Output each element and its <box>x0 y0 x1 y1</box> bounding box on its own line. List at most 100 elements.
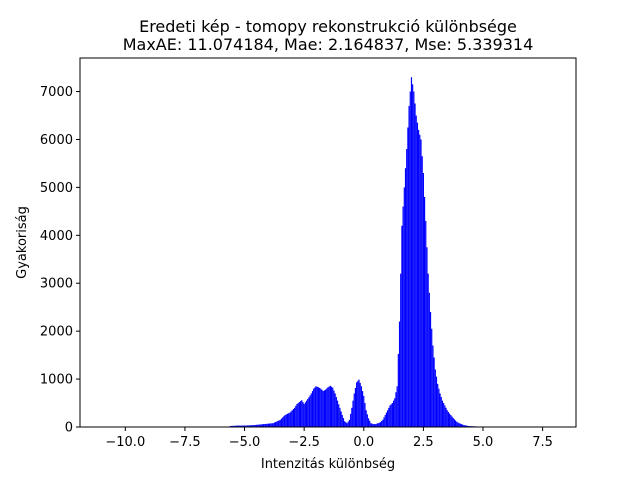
histogram-bar <box>432 345 434 427</box>
histogram-bar <box>406 149 408 428</box>
histogram-bar <box>242 425 244 427</box>
histogram-bar <box>352 400 354 427</box>
histogram-bar <box>391 403 393 427</box>
histogram-bar <box>334 393 336 427</box>
histogram-bar <box>429 311 432 427</box>
y-tick-label: 1000 <box>40 373 73 388</box>
histogram-bar <box>321 389 323 427</box>
histogram-bar <box>370 423 372 427</box>
histogram-bar <box>372 424 374 427</box>
histogram-bar <box>394 398 396 427</box>
histogram-bar <box>359 382 361 427</box>
histogram-bar <box>261 424 264 427</box>
histogram-bar <box>427 273 429 427</box>
x-tick-label: 2.5 <box>413 435 434 450</box>
y-tick-label: 0 <box>65 421 73 436</box>
histogram-bar <box>422 173 424 427</box>
histogram-bar <box>425 220 427 427</box>
histogram-bar <box>310 393 312 427</box>
histogram-bar <box>259 424 261 427</box>
histogram-bar <box>373 424 376 427</box>
histogram-bar <box>235 425 237 427</box>
histogram-bar <box>301 400 303 427</box>
histogram-bar <box>459 423 461 427</box>
histogram-bar <box>371 423 373 427</box>
histogram-bar <box>314 387 316 427</box>
histogram-bar <box>350 413 352 427</box>
histogram-bar <box>414 103 416 427</box>
histogram-bar <box>428 292 430 427</box>
histogram-bar <box>316 386 318 427</box>
histogram-bar <box>240 425 242 427</box>
histogram-bar <box>403 187 405 427</box>
histogram-bar <box>288 413 290 427</box>
histogram-bar <box>307 398 309 427</box>
histogram-bar <box>260 424 262 427</box>
histogram-bar <box>322 391 324 427</box>
histogram-bar <box>409 91 411 428</box>
histogram-bar <box>237 425 240 427</box>
histogram-bar <box>426 247 428 427</box>
histogram-bar <box>265 423 267 427</box>
histogram-bar <box>338 404 340 427</box>
histogram-bar <box>317 387 320 427</box>
y-tick-label: 3000 <box>40 277 73 292</box>
histogram-bar <box>404 168 407 427</box>
histogram-bar <box>446 410 448 427</box>
histogram-bar <box>445 407 447 427</box>
histogram-bar <box>413 91 415 428</box>
histogram-bar <box>233 425 235 427</box>
y-tick-label: 2000 <box>40 325 73 340</box>
histogram-bar <box>385 412 388 427</box>
histogram-bar <box>346 423 348 427</box>
histogram-bar <box>328 386 330 427</box>
histogram-bar <box>415 115 417 427</box>
histogram-bar <box>340 411 342 427</box>
histogram-bar <box>278 420 280 427</box>
histogram-bar <box>392 400 395 427</box>
histogram-bar <box>357 380 359 427</box>
histogram-bar <box>363 395 365 427</box>
histogram-bar <box>291 410 293 427</box>
histogram-bar <box>431 328 433 427</box>
histogram-bar <box>345 422 347 427</box>
x-tick-label: −2.5 <box>288 435 320 450</box>
histogram-bar <box>463 425 465 427</box>
histogram-bar <box>369 420 371 427</box>
histogram-bar <box>274 422 277 427</box>
histogram-bar <box>319 387 321 427</box>
histogram-bar <box>266 423 268 427</box>
histogram-bar <box>335 397 337 427</box>
histogram-bar <box>298 402 300 427</box>
histogram-bar <box>325 389 327 427</box>
histogram-bar <box>397 353 399 427</box>
histogram-bar <box>329 385 331 427</box>
histogram-bar <box>277 420 279 427</box>
histogram-bar <box>356 382 358 427</box>
histogram-bar <box>416 122 419 427</box>
histogram-bar <box>437 383 439 427</box>
histogram-bar <box>466 425 469 427</box>
histogram-bar <box>272 423 274 427</box>
histogram-bar <box>270 423 272 427</box>
histogram-bar <box>454 420 457 427</box>
histogram-bar <box>273 422 275 427</box>
histogram-bar <box>315 386 317 427</box>
histogram-bar <box>252 425 254 427</box>
histogram-bar <box>366 414 368 427</box>
histogram-bar <box>246 425 248 427</box>
y-tick-label: 4000 <box>40 229 73 244</box>
histogram-bar <box>279 419 281 427</box>
histogram-bar <box>249 425 252 427</box>
histogram-bar <box>465 425 467 427</box>
histogram-bar <box>348 419 351 427</box>
histogram-bar <box>283 416 285 427</box>
histogram-bars <box>229 77 484 428</box>
histogram-bar <box>423 196 426 427</box>
histogram-bar <box>456 421 458 427</box>
histogram-bar <box>449 413 451 427</box>
histogram-bar <box>280 418 283 427</box>
histogram-bar <box>271 423 273 427</box>
histogram-bar <box>447 411 450 427</box>
